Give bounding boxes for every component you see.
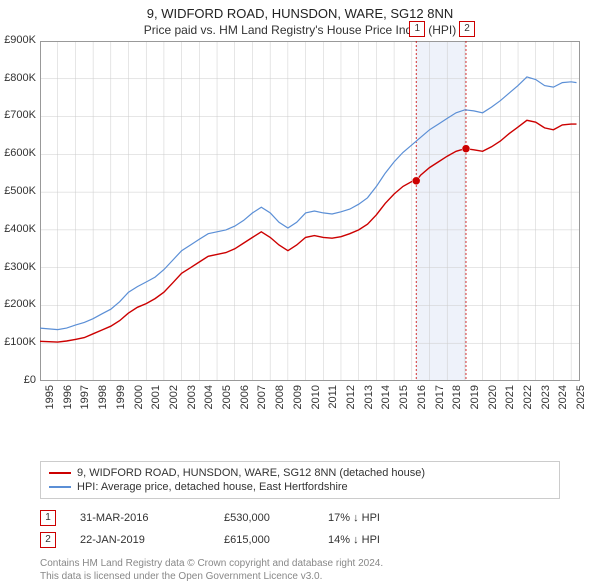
transaction-row: 2 22-JAN-2019 £615,000 14% ↓ HPI	[40, 529, 560, 551]
footer-text: Contains HM Land Registry data © Crown c…	[40, 557, 560, 583]
transaction-delta: 14% ↓ HPI	[328, 534, 408, 546]
chart-area: £0£100K£200K£300K£400K£500K£600K£700K£80…	[40, 41, 600, 421]
y-axis-label: £200K	[0, 298, 36, 310]
chart-svg	[40, 41, 580, 381]
y-axis-label: £300K	[0, 261, 36, 273]
chart-title: 9, WIDFORD ROAD, HUNSDON, WARE, SG12 8NN	[0, 0, 600, 23]
transaction-table: 1 31-MAR-2016 £530,000 17% ↓ HPI 2 22-JAN-201…	[40, 507, 560, 551]
y-axis-label: £400K	[0, 223, 36, 235]
legend-label: 9, WIDFORD ROAD, HUNSDON, WARE, SG12 8NN…	[77, 467, 425, 479]
legend-box: 9, WIDFORD ROAD, HUNSDON, WARE, SG12 8NN…	[40, 461, 560, 499]
y-axis-label: £700K	[0, 109, 36, 121]
chart-container: 9, WIDFORD ROAD, HUNSDON, WARE, SG12 8NN…	[0, 0, 600, 560]
y-axis-label: £900K	[0, 34, 36, 46]
legend-swatch	[49, 472, 71, 474]
y-axis-label: £800K	[0, 72, 36, 84]
footer-line-1: Contains HM Land Registry data © Crown c…	[40, 557, 560, 570]
x-axis-label: 2025	[575, 385, 600, 425]
chart-subtitle: Price paid vs. HM Land Registry's House …	[0, 23, 600, 41]
below-chart: 9, WIDFORD ROAD, HUNSDON, WARE, SG12 8NN…	[40, 461, 560, 583]
legend-label: HPI: Average price, detached house, East…	[77, 481, 348, 493]
transaction-date: 31-MAR-2016	[80, 512, 200, 524]
chart-marker-label: 2	[459, 21, 475, 37]
y-axis-label: £500K	[0, 185, 36, 197]
transaction-row: 1 31-MAR-2016 £530,000 17% ↓ HPI	[40, 507, 560, 529]
transaction-price: £615,000	[224, 534, 304, 546]
y-axis-label: £0	[0, 374, 36, 386]
transaction-price: £530,000	[224, 512, 304, 524]
transaction-delta: 17% ↓ HPI	[328, 512, 408, 524]
footer-line-2: This data is licensed under the Open Gov…	[40, 570, 560, 583]
transaction-badge: 1	[40, 510, 56, 526]
legend-swatch	[49, 486, 71, 488]
y-axis-label: £100K	[0, 336, 36, 348]
chart-marker-label: 1	[409, 21, 425, 37]
transaction-badge: 2	[40, 532, 56, 548]
legend-row: 9, WIDFORD ROAD, HUNSDON, WARE, SG12 8NN…	[49, 466, 551, 480]
transaction-date: 22-JAN-2019	[80, 534, 200, 546]
legend-row: HPI: Average price, detached house, East…	[49, 480, 551, 494]
y-axis-label: £600K	[0, 147, 36, 159]
